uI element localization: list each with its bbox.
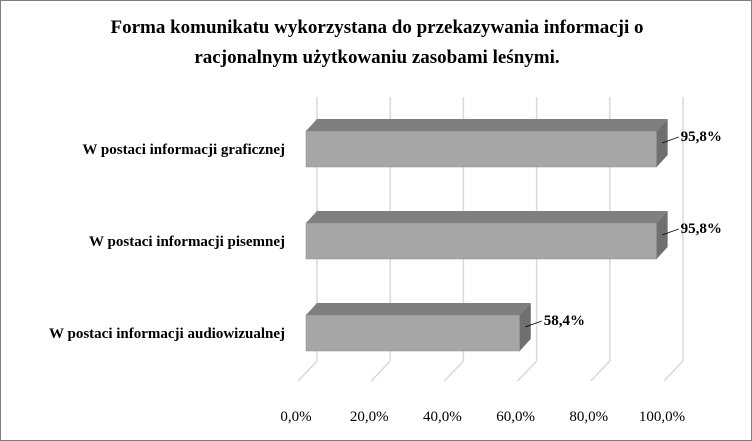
data-label: 58,4% <box>544 313 585 329</box>
x-tick-label: 60,0% <box>496 409 535 425</box>
data-label-leader <box>661 136 679 144</box>
data-label: 95,8% <box>681 129 722 145</box>
bar <box>305 130 657 168</box>
gridline-floor <box>370 360 391 382</box>
x-tick-label: 0,0% <box>280 409 311 425</box>
bars <box>305 119 668 352</box>
gridline-floor <box>517 360 538 382</box>
gridline-floor <box>590 360 611 382</box>
gridline-floor <box>297 360 318 382</box>
data-label: 95,8% <box>681 221 722 237</box>
bar-top <box>306 211 668 223</box>
data-label-leader <box>661 228 679 236</box>
chart-title-line-2: racjonalnym użytkowaniu zasobami leśnymi… <box>194 47 559 68</box>
bar-top <box>306 303 531 315</box>
x-tick-label: 100,0% <box>639 409 685 425</box>
bar <box>305 222 657 260</box>
category-label: W postaci informacji graficznej <box>82 142 285 158</box>
x-tick-label: 80,0% <box>569 409 608 425</box>
gridline-floor <box>443 360 464 382</box>
data-label-leader <box>525 320 542 328</box>
category-label: W postaci informacji audiowizualnej <box>49 326 285 342</box>
x-tick-label: 20,0% <box>350 409 389 425</box>
gridline-floor <box>663 360 684 382</box>
labels: 0,0% 20,0% 40,0% 60,0% 80,0% 100,0% 95,8% W pos… <box>49 129 722 425</box>
bar <box>305 314 520 352</box>
bar-top <box>306 119 668 131</box>
x-tick-label: 40,0% <box>423 409 462 425</box>
category-label: W postaci informacji pisemnej <box>89 234 285 250</box>
chart-title-line-1: Forma komunikatu wykorzystana do przekaz… <box>110 17 643 38</box>
